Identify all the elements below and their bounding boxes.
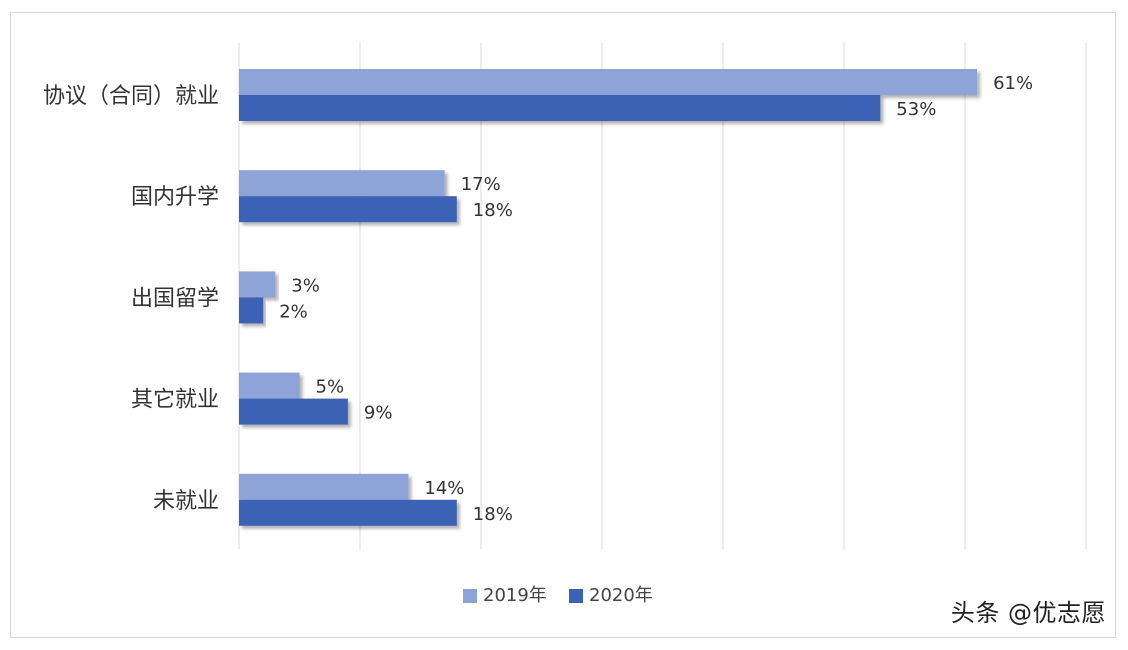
data-label: 61%	[993, 73, 1033, 94]
data-label: 53%	[896, 99, 936, 120]
data-label: 14%	[424, 478, 464, 499]
legend-entry: 2019年	[483, 585, 547, 606]
category-label: 协议（合同）就业	[43, 84, 219, 109]
category-label: 未就业	[153, 489, 219, 514]
legend-swatch	[569, 589, 583, 603]
bars	[239, 69, 978, 526]
data-label: 17%	[461, 174, 501, 195]
data-label: 18%	[473, 200, 513, 221]
category-label: 其它就业	[131, 388, 219, 413]
data-label: 18%	[473, 504, 513, 525]
data-label: 2%	[279, 301, 308, 322]
watermark-text: 头条 @优志愿	[950, 599, 1106, 627]
legend-swatch	[463, 589, 477, 603]
gridlines	[238, 43, 1087, 549]
bar-2020	[239, 398, 348, 425]
chart-frame: 协议（合同）就业 61% 53% 国内升学 17% 18% 出国留学 3% 2% 其它就业 5% 9%…	[10, 12, 1116, 638]
bar-2019	[239, 69, 978, 95]
bar-2020	[239, 196, 457, 223]
bar-2019	[239, 473, 409, 500]
bar-2020	[239, 499, 457, 526]
labels: 协议（合同）就业 61% 53% 国内升学 17% 18% 出国留学 3% 2% 其它就业 5% 9%…	[43, 73, 1033, 525]
data-label: 9%	[364, 403, 393, 424]
bar-chart: 协议（合同）就业 61% 53% 国内升学 17% 18% 出国留学 3% 2% 其它就业 5% 9%…	[43, 43, 1087, 606]
bar-2019	[239, 372, 300, 399]
bar-2019	[239, 170, 445, 197]
legend: 2019年 2020年	[463, 585, 653, 606]
data-label: 5%	[316, 377, 345, 398]
bar-2019	[239, 271, 276, 298]
bar-2020	[239, 95, 881, 121]
legend-entry: 2020年	[589, 585, 653, 606]
category-label: 国内升学	[131, 185, 219, 210]
data-label: 3%	[291, 275, 320, 296]
category-label: 出国留学	[131, 286, 219, 311]
bar-2020	[239, 297, 264, 324]
